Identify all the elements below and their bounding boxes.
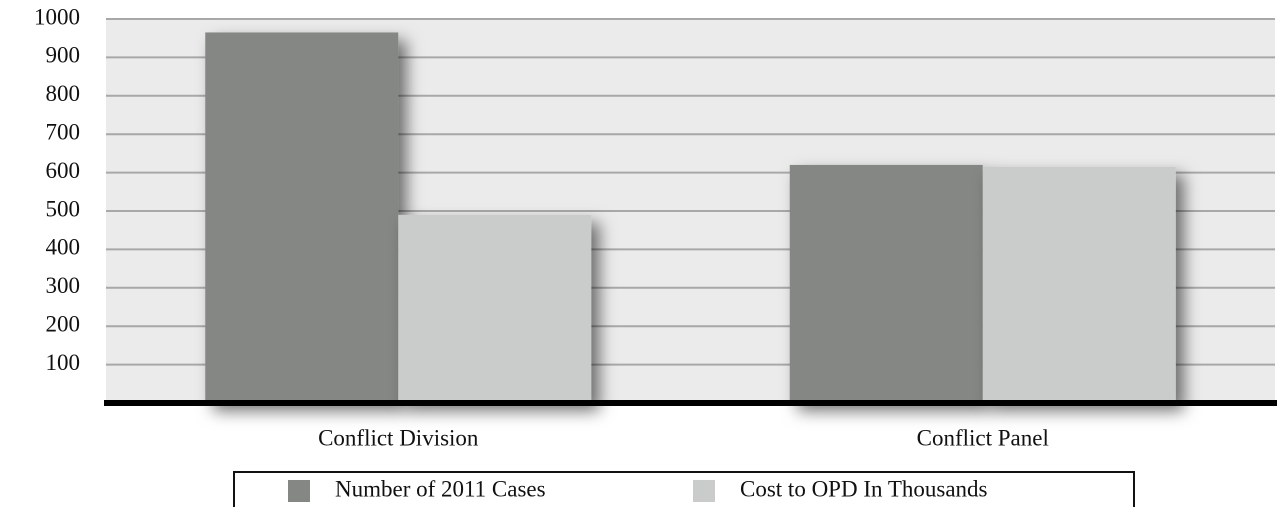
legend-swatch (693, 480, 715, 502)
y-tick-label: 700 (46, 119, 81, 144)
x-tick-label: Conflict Division (318, 425, 479, 450)
y-tick-label: 900 (46, 43, 81, 68)
legend-label: Number of 2011 Cases (335, 476, 546, 501)
y-tick-label: 600 (46, 158, 81, 183)
y-tick-label: 500 (46, 196, 81, 221)
x-tick-label: Conflict Panel (917, 425, 1049, 450)
y-tick-label: 200 (46, 311, 81, 336)
bar (205, 32, 399, 403)
y-tick-label: 400 (46, 235, 81, 260)
y-tick-label: 1000 (34, 4, 80, 29)
bar (398, 214, 592, 403)
y-tick-label: 800 (46, 81, 81, 106)
y-tick-label: 100 (46, 350, 81, 375)
legend-label: Cost to OPD In Thousands (740, 476, 988, 501)
bar (982, 166, 1176, 403)
bar (789, 164, 983, 403)
y-tick-label: 300 (46, 273, 81, 298)
legend-swatch (288, 480, 310, 502)
legend (233, 471, 1135, 507)
